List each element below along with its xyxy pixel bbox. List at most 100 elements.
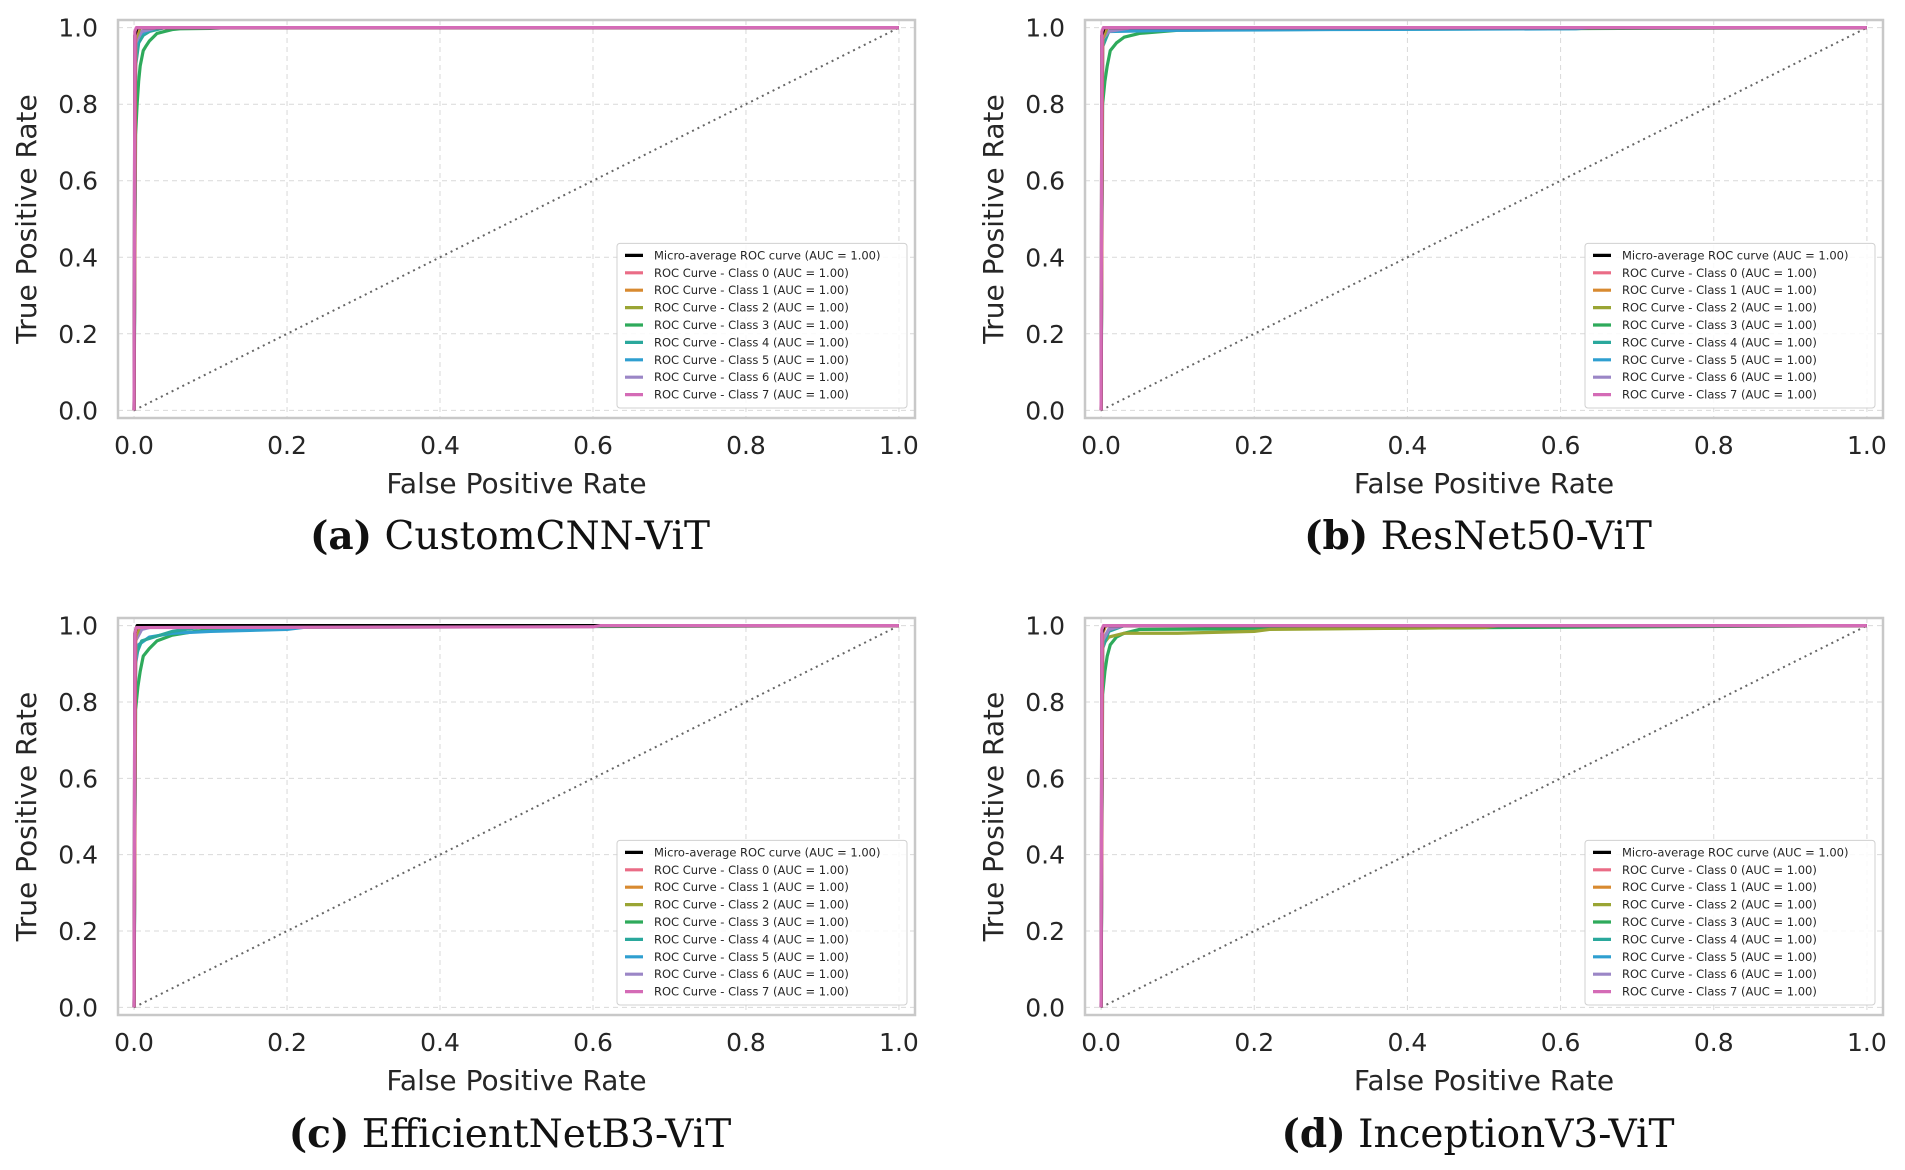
legend-entry: Micro-average ROC curve (AUC = 1.00)	[1622, 845, 1849, 859]
legend-entry: ROC Curve - Class 2 (AUC = 1.00)	[1622, 301, 1817, 315]
legend-entry: ROC Curve - Class 3 (AUC = 1.00)	[654, 915, 849, 929]
legend-entry: ROC Curve - Class 1 (AUC = 1.00)	[1622, 880, 1817, 894]
y-axis-label: True Positive Rate	[10, 94, 43, 344]
caption-label: (b)	[1304, 513, 1368, 559]
roc-series-line	[132, 624, 899, 1008]
x-tick-label: 1.0	[1847, 1028, 1887, 1057]
legend-entry: ROC Curve - Class 4 (AUC = 1.00)	[654, 932, 849, 946]
x-tick-label: 0.8	[726, 1028, 766, 1057]
x-tick-label: 0.2	[1234, 431, 1274, 460]
legend-entry: ROC Curve - Class 5 (AUC = 1.00)	[654, 950, 849, 964]
y-tick-label: 0.4	[58, 841, 98, 870]
legend-entry: ROC Curve - Class 6 (AUC = 1.00)	[654, 967, 849, 981]
chance-diagonal	[133, 26, 900, 412]
caption-label: (c)	[289, 1111, 350, 1157]
legend-entry: ROC Curve - Class 7 (AUC = 1.00)	[654, 388, 849, 402]
legend-entry: ROC Curve - Class 1 (AUC = 1.00)	[654, 283, 849, 297]
legend-entry: Micro-average ROC curve (AUC = 1.00)	[654, 248, 881, 262]
y-axis-label: True Positive Rate	[10, 692, 43, 942]
y-tick-label: 0.2	[58, 917, 98, 946]
axes-frame	[1083, 616, 1885, 1017]
chart-panel-d: 0.0 0.2 0.4 0.6 0.8 1.0 0.0 0.2 0.4 0.6 0.8 1.0 Fals…	[977, 612, 1887, 1157]
x-axis-label: False Positive Rate	[386, 467, 646, 500]
x-tick-label: 0.6	[1541, 431, 1581, 460]
chance-diagonal	[133, 624, 900, 1009]
x-tick-label: 0.0	[114, 431, 154, 460]
y-tick-label: 0.2	[58, 320, 98, 349]
x-tick-label: 0.4	[420, 431, 460, 460]
subfigure-caption: (a) CustomCNN-ViT	[310, 513, 710, 559]
legend-entry: Micro-average ROC curve (AUC = 1.00)	[1622, 248, 1849, 262]
x-tick-label: 0.8	[726, 431, 766, 460]
y-tick-label: 0.6	[58, 764, 98, 793]
axes-frame	[116, 18, 917, 420]
y-tick-label: 0.6	[1025, 764, 1065, 793]
y-axis-label: True Positive Rate	[977, 692, 1010, 942]
x-tick-label: 0.0	[1081, 1028, 1121, 1057]
subfigure-caption: (b) ResNet50-ViT	[1304, 513, 1652, 559]
x-tick-label: 0.0	[114, 1028, 154, 1057]
x-tick-label: 0.2	[267, 431, 307, 460]
y-tick-label: 0.8	[58, 688, 98, 717]
legend-entry: ROC Curve - Class 0 (AUC = 1.00)	[654, 863, 849, 877]
legend-box	[1584, 242, 1876, 409]
legend-entry: ROC Curve - Class 2 (AUC = 1.00)	[654, 898, 849, 912]
axes-frame	[1083, 18, 1885, 420]
x-tick-label: 0.6	[1541, 1028, 1581, 1057]
x-tick-label: 0.6	[573, 1028, 613, 1057]
legend-entry: ROC Curve - Class 0 (AUC = 1.00)	[1622, 863, 1817, 877]
y-tick-label: 0.8	[1025, 688, 1065, 717]
legend-entry: ROC Curve - Class 3 (AUC = 1.00)	[1622, 318, 1817, 332]
subfigure-caption: (d) InceptionV3-ViT	[1281, 1111, 1674, 1157]
legend-entry: ROC Curve - Class 7 (AUC = 1.00)	[654, 985, 849, 999]
subfigure-caption: (c) EfficientNetB3-ViT	[289, 1111, 732, 1157]
x-tick-label: 0.8	[1694, 1028, 1734, 1057]
legend-box	[1584, 839, 1876, 1006]
legend-entry: ROC Curve - Class 7 (AUC = 1.00)	[1622, 985, 1817, 999]
chance-diagonal	[1100, 624, 1868, 1009]
legend-entry: Micro-average ROC curve (AUC = 1.00)	[654, 845, 881, 859]
y-tick-label: 0.0	[58, 396, 98, 425]
y-tick-label: 0.8	[58, 90, 98, 119]
legend-box	[616, 839, 908, 1006]
y-tick-label: 1.0	[58, 612, 98, 641]
chart-panel-c: 0.0 0.2 0.4 0.6 0.8 1.0 0.0 0.2 0.4 0.6 0.8 1.0 Fals…	[10, 612, 919, 1157]
y-tick-label: 1.0	[58, 14, 98, 43]
roc-series-line	[132, 26, 899, 411]
roc-series-line	[1099, 26, 1867, 411]
x-tick-label: 1.0	[879, 431, 919, 460]
legend: Micro-average ROC curve (AUC = 1.00) ROC …	[616, 242, 908, 409]
x-axis-label: False Positive Rate	[386, 1064, 646, 1097]
y-axis-label: True Positive Rate	[977, 94, 1010, 344]
caption-name: EfficientNetB3-ViT	[349, 1112, 731, 1157]
legend-entry: ROC Curve - Class 2 (AUC = 1.00)	[654, 301, 849, 315]
legend: Micro-average ROC curve (AUC = 1.00) ROC …	[1584, 839, 1876, 1006]
legend-entry: ROC Curve - Class 4 (AUC = 1.00)	[1622, 932, 1817, 946]
y-tick-label: 0.4	[1025, 841, 1065, 870]
legend-entry: ROC Curve - Class 6 (AUC = 1.00)	[654, 370, 849, 384]
y-tick-label: 1.0	[1025, 612, 1065, 641]
axes-frame	[116, 616, 917, 1017]
y-tick-label: 0.0	[1025, 396, 1065, 425]
x-tick-label: 0.0	[1081, 431, 1121, 460]
y-tick-label: 0.2	[1025, 917, 1065, 946]
legend-entry: ROC Curve - Class 3 (AUC = 1.00)	[1622, 915, 1817, 929]
y-tick-label: 0.4	[58, 243, 98, 272]
legend-entry: ROC Curve - Class 5 (AUC = 1.00)	[1622, 950, 1817, 964]
legend-entry: ROC Curve - Class 4 (AUC = 1.00)	[654, 335, 849, 349]
x-tick-label: 0.2	[267, 1028, 307, 1057]
y-tick-label: 1.0	[1025, 14, 1065, 43]
x-tick-label: 0.2	[1234, 1028, 1274, 1057]
x-tick-label: 1.0	[879, 1028, 919, 1057]
legend-entry: ROC Curve - Class 4 (AUC = 1.00)	[1622, 335, 1817, 349]
chart-panel-b: 0.0 0.2 0.4 0.6 0.8 1.0 0.0 0.2 0.4 0.6 0.8 1.0 Fals…	[977, 14, 1887, 559]
y-tick-label: 0.6	[1025, 167, 1065, 196]
x-axis-label: False Positive Rate	[1354, 467, 1614, 500]
caption-label: (a)	[310, 513, 372, 559]
caption-name: ResNet50-ViT	[1368, 514, 1652, 559]
legend-entry: ROC Curve - Class 0 (AUC = 1.00)	[654, 266, 849, 280]
legend-entry: ROC Curve - Class 7 (AUC = 1.00)	[1622, 388, 1817, 402]
caption-label: (d)	[1281, 1111, 1345, 1157]
legend-entry: ROC Curve - Class 1 (AUC = 1.00)	[1622, 283, 1817, 297]
